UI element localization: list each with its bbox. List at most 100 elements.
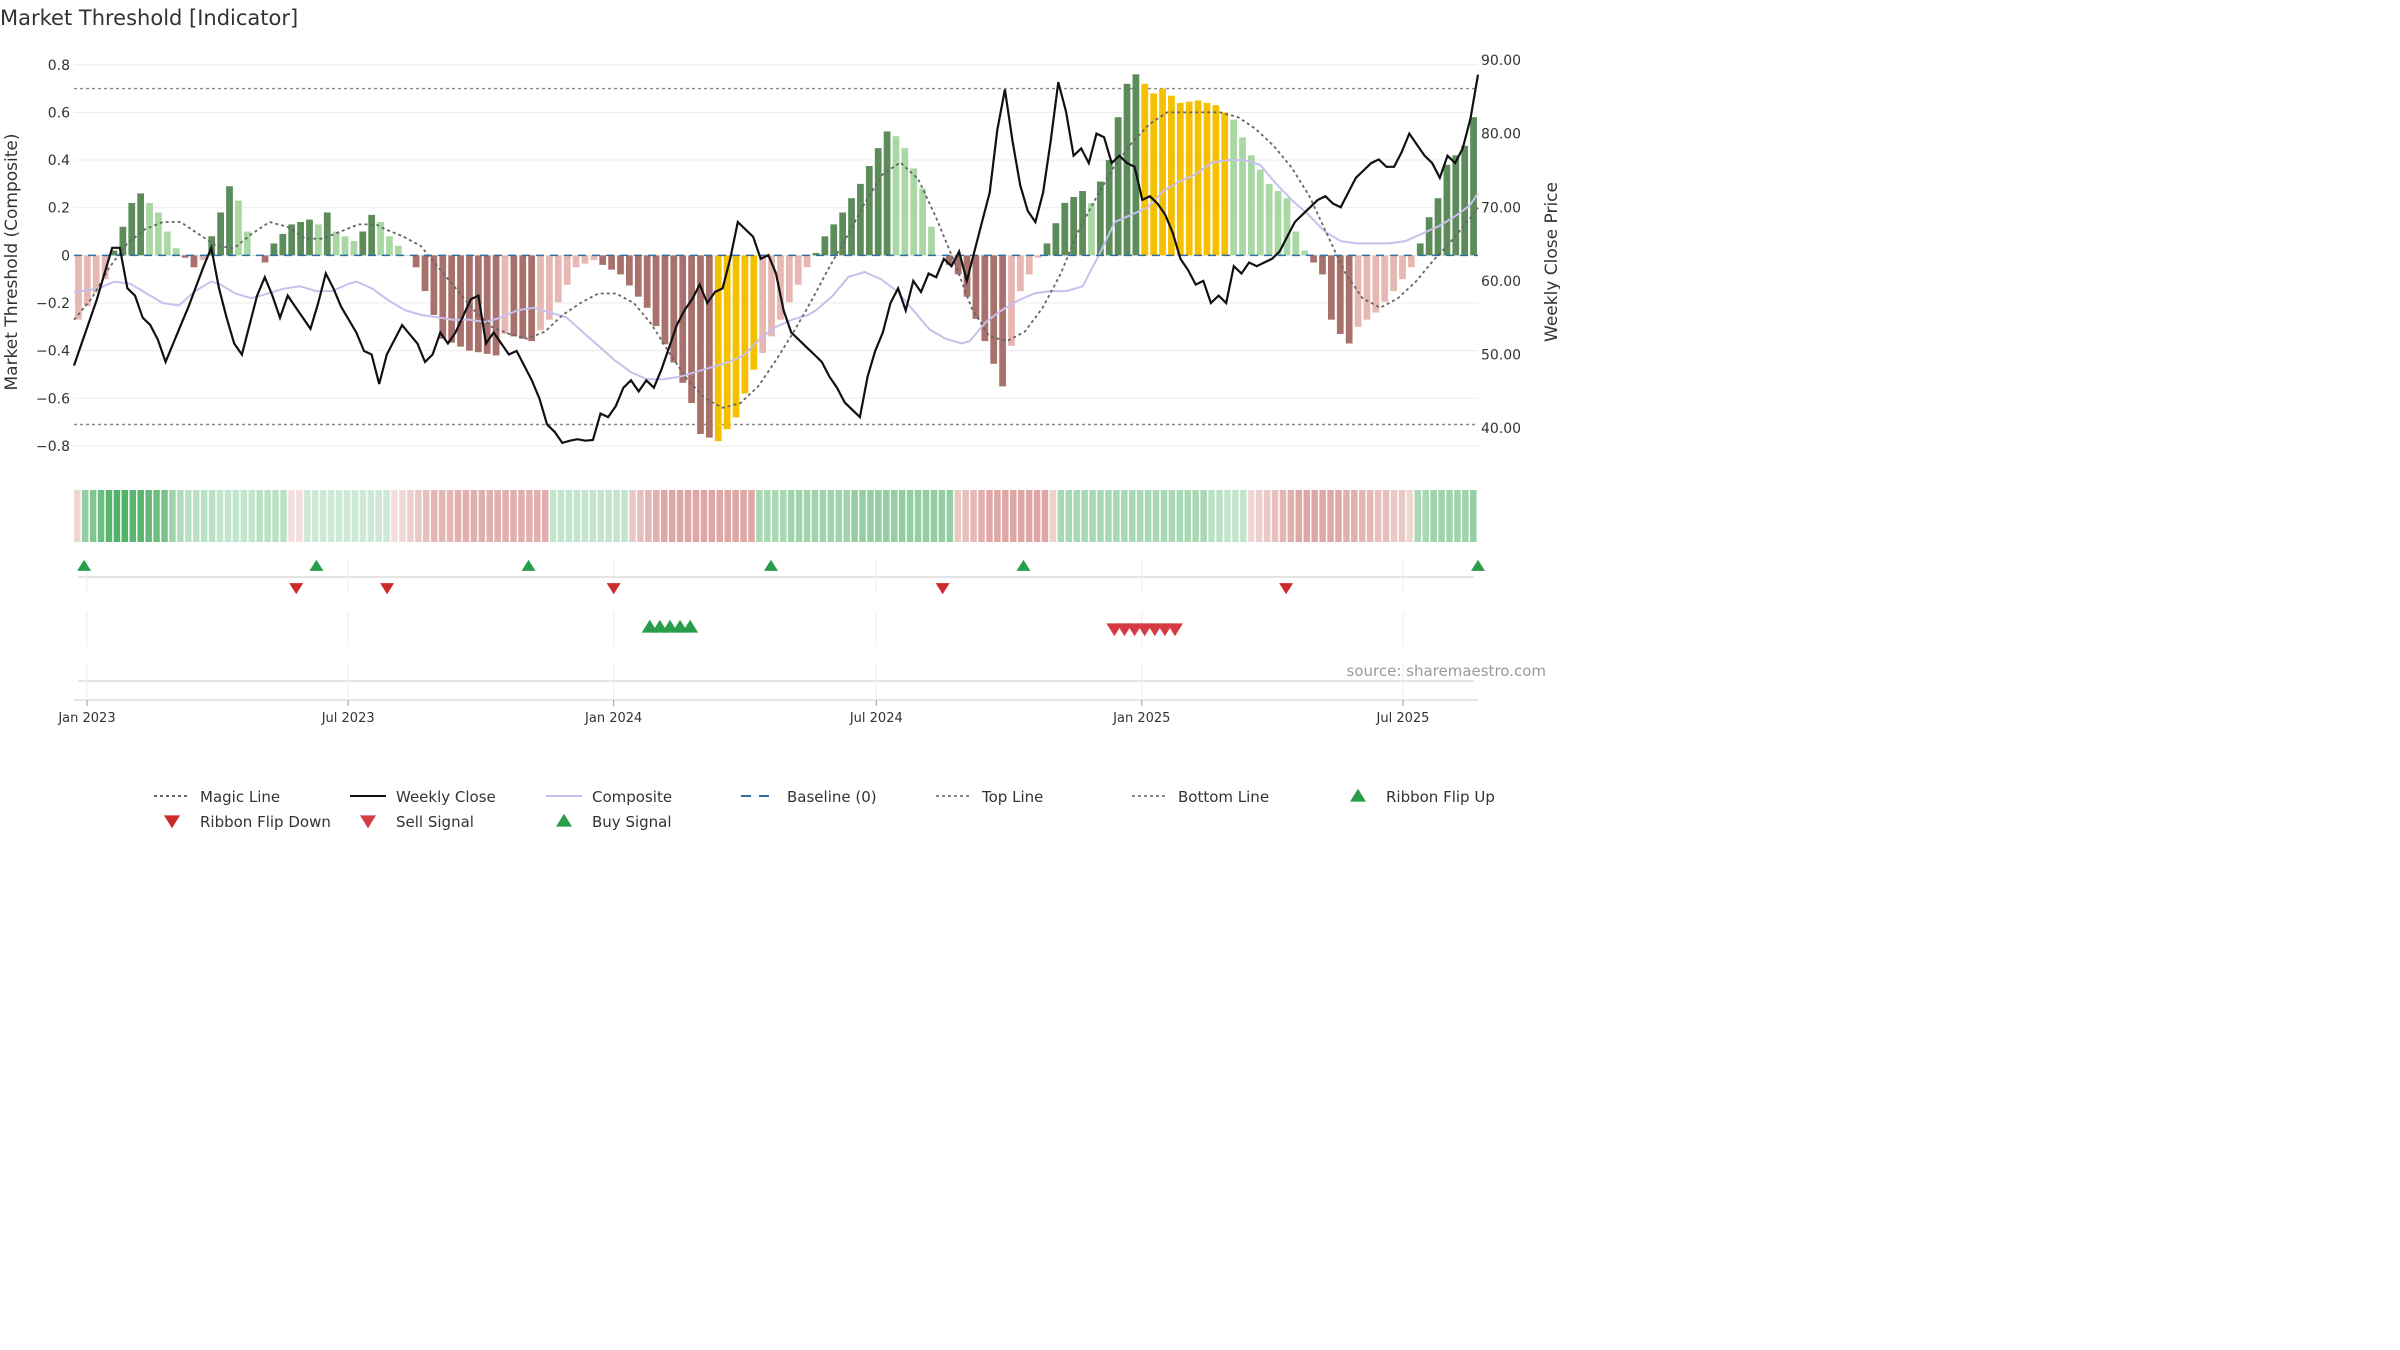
histogram-bar xyxy=(1008,255,1015,346)
ribbon-cell xyxy=(97,490,105,542)
ribbon-cell xyxy=(1128,490,1136,542)
histogram-bar xyxy=(323,212,331,256)
ribbon-cell xyxy=(351,490,359,542)
histogram-bar xyxy=(1096,181,1104,256)
histogram-bar xyxy=(1416,243,1424,256)
ribbon-cell xyxy=(906,490,914,542)
source-label: source: sharemaestro.com xyxy=(1347,662,1547,680)
histogram-bar xyxy=(217,212,224,256)
ribbon-cell xyxy=(296,490,303,542)
ribbon-cell xyxy=(1105,490,1112,542)
ribbon-cell xyxy=(589,490,597,542)
histogram-bar xyxy=(119,226,127,256)
ribbon-cell xyxy=(161,490,168,542)
ribbon-cell xyxy=(978,490,985,542)
ribbon-cell xyxy=(153,490,160,542)
histogram-bar xyxy=(146,202,153,256)
histogram-bar xyxy=(643,255,651,308)
ribbon-cell xyxy=(645,490,652,542)
histogram-bar xyxy=(1185,101,1193,256)
histogram-bar xyxy=(1345,255,1353,344)
right-tick-label: 80.00 xyxy=(1481,127,1521,143)
signal-markers xyxy=(77,559,1485,829)
sell-signal-marker xyxy=(1116,623,1133,637)
histogram-bar xyxy=(75,255,82,320)
ribbon-cell xyxy=(779,490,787,542)
histogram-bar xyxy=(990,255,998,364)
histogram-bar xyxy=(235,200,242,256)
ribbon-cell xyxy=(518,490,525,542)
histogram-bar xyxy=(137,193,145,256)
left-tick-label: 0.2 xyxy=(48,201,70,217)
date-tick-label: Jan 2025 xyxy=(1112,711,1170,726)
histogram-bar xyxy=(101,255,109,280)
histogram-bar xyxy=(794,255,802,285)
histogram-bar xyxy=(714,255,722,442)
weekly-close-line xyxy=(72,74,1480,445)
ribbon-cell xyxy=(891,490,898,542)
histogram-bar xyxy=(1248,155,1255,256)
histogram-bar xyxy=(830,224,838,256)
ribbon-cell xyxy=(367,490,374,542)
histogram-bar xyxy=(439,255,447,339)
ribbon-cell xyxy=(1335,490,1342,542)
ribbon-cell xyxy=(1073,490,1080,542)
histogram-bar xyxy=(1372,255,1380,313)
ribbon-cell xyxy=(756,490,763,542)
legend-label: Composite xyxy=(592,788,672,806)
ribbon-cell xyxy=(1359,490,1366,542)
ribbon-cell xyxy=(605,490,612,542)
histogram-bar xyxy=(981,255,989,342)
ribbon-cell xyxy=(510,490,517,542)
ribbon-cell xyxy=(1311,490,1318,542)
histogram-bar xyxy=(243,231,251,256)
histogram-bar xyxy=(510,255,518,337)
ribbon-flip-down-marker xyxy=(1279,583,1294,595)
histogram-bar xyxy=(1159,88,1166,256)
ribbon-cell xyxy=(1327,490,1334,542)
ribbon-cell xyxy=(772,490,779,542)
legend-label: Bottom Line xyxy=(1178,788,1269,806)
histogram-bar xyxy=(1079,191,1086,256)
histogram-bar xyxy=(839,212,847,256)
histogram-bar xyxy=(857,183,864,256)
ribbon-cell xyxy=(526,490,533,542)
ribbon-cell xyxy=(1065,490,1073,542)
histogram-bar xyxy=(1230,119,1238,256)
ribbon-cell xyxy=(795,490,803,542)
ribbon-cell xyxy=(1470,490,1477,542)
histogram-bar xyxy=(386,236,393,256)
ribbon-cell xyxy=(986,490,993,542)
ribbon-cell xyxy=(335,490,343,542)
ribbon-cell xyxy=(454,490,462,542)
histogram-bar xyxy=(430,255,438,315)
histogram-bar xyxy=(163,231,171,256)
histogram-bar xyxy=(723,255,731,430)
left-tick-label: −0.2 xyxy=(36,296,70,312)
histogram-bars xyxy=(75,74,1477,442)
histogram-bar xyxy=(1043,243,1051,256)
ribbon-cell xyxy=(859,490,866,542)
ribbon-cell xyxy=(875,490,882,542)
histogram-bar xyxy=(359,231,367,256)
ribbon-cell xyxy=(1430,490,1437,542)
histogram-bar xyxy=(128,202,136,256)
ribbon-cell xyxy=(613,490,620,542)
histogram-bar xyxy=(1443,164,1451,256)
histogram-bar xyxy=(1016,255,1024,292)
sell-signal-marker xyxy=(1166,623,1183,637)
histogram-bar xyxy=(314,224,322,256)
date-tick-label: Jul 2025 xyxy=(1376,711,1430,726)
histogram-bar xyxy=(1194,100,1202,256)
ribbon-cell xyxy=(224,490,232,542)
ribbon-cell xyxy=(486,490,493,542)
ribbon-cell xyxy=(375,490,382,542)
sell-signal-marker xyxy=(1156,623,1173,637)
ribbon-cell xyxy=(748,490,755,542)
ribbon-cell xyxy=(1136,490,1144,542)
ribbon-cell xyxy=(256,490,263,542)
ribbon-cell xyxy=(319,490,327,542)
buy-signal-marker xyxy=(672,619,689,633)
histogram-bar xyxy=(1168,95,1175,256)
ribbon-cell xyxy=(1216,490,1223,542)
